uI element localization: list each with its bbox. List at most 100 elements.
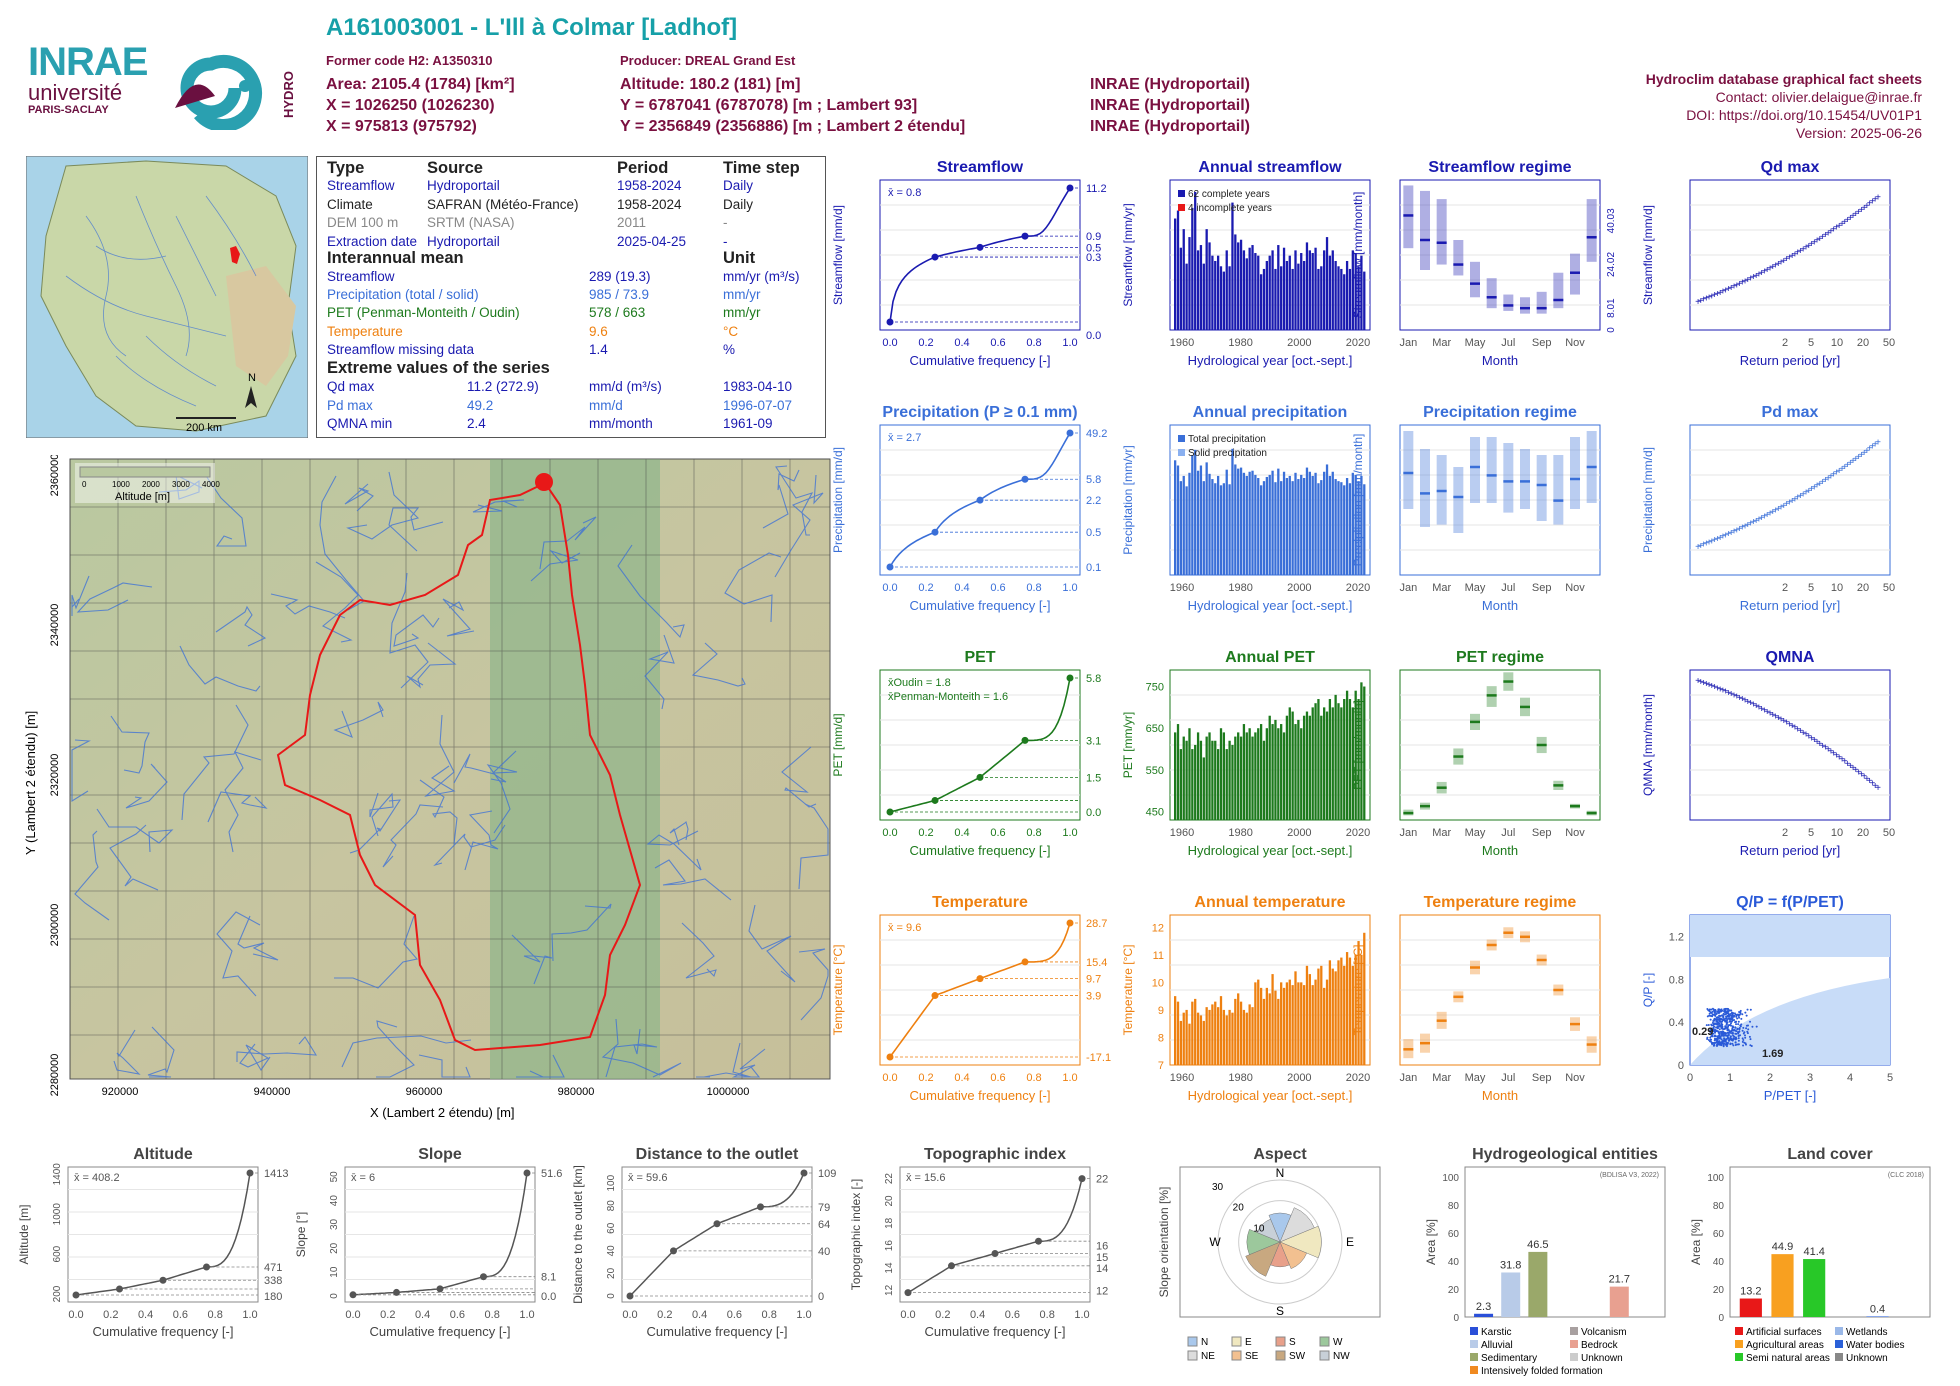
qp-point xyxy=(1738,1028,1741,1031)
right-tick: 2.2 xyxy=(1086,495,1101,507)
qp-point xyxy=(1732,1026,1735,1029)
quantile-point xyxy=(626,1292,634,1300)
legend-swatch xyxy=(1275,1336,1286,1347)
qp-point xyxy=(1711,1035,1714,1038)
y-tick: 0 xyxy=(329,1293,340,1299)
annual-bar xyxy=(1334,479,1337,575)
mean-label-2: x̄Penman-Monteith = 1.6 xyxy=(888,691,1008,703)
return-point: + xyxy=(1820,232,1826,243)
x-tick: Sep xyxy=(1532,827,1552,839)
qp-point xyxy=(1744,1036,1747,1039)
river-line xyxy=(551,903,612,962)
return-point: + xyxy=(1714,534,1720,545)
annual-bar xyxy=(1222,271,1226,330)
qp-point xyxy=(1718,1032,1721,1035)
return-point: + xyxy=(1817,739,1823,750)
return-point: + xyxy=(1748,698,1754,709)
chart-title: Annual PET xyxy=(1225,649,1315,666)
x-tick: 2 xyxy=(1767,1072,1773,1084)
y-tick: 60 xyxy=(1713,1229,1725,1240)
right-tick: 51.6 xyxy=(541,1168,562,1180)
annual-bar xyxy=(1328,699,1332,820)
qp-point xyxy=(1725,1017,1728,1020)
return-point: + xyxy=(1809,733,1815,744)
x-axis-label: Hydrological year [oct.-sept.] xyxy=(1188,598,1353,613)
annual-bar xyxy=(1274,719,1277,820)
annual-bar xyxy=(1360,682,1363,820)
return-point: + xyxy=(1756,514,1762,525)
x-tick: 1960 xyxy=(1170,582,1194,594)
annual-bar xyxy=(1314,472,1317,575)
chart-title: Temperature xyxy=(932,894,1028,911)
x-axis-label: Cumulative frequency [-] xyxy=(370,1324,511,1339)
annual-bar xyxy=(1237,993,1240,1065)
annual-bar xyxy=(1323,250,1326,330)
annual-bar xyxy=(1291,268,1294,330)
river-line xyxy=(453,753,507,784)
return-point: + xyxy=(1858,770,1864,781)
info-row-step: - xyxy=(723,233,728,249)
info-row-source: Hydroportail xyxy=(427,178,500,193)
y-axis-label: Topographic index [-] xyxy=(849,1179,863,1290)
annual-bar xyxy=(1363,686,1366,820)
qp-point xyxy=(1734,1026,1737,1029)
annual-bar xyxy=(1325,464,1329,575)
return-point: + xyxy=(1709,536,1715,547)
river-line xyxy=(424,714,456,797)
right-tick: 0.5 xyxy=(1086,527,1101,539)
y-tick: 18 xyxy=(884,1217,895,1229)
chart-title: Precipitation regime xyxy=(1423,404,1577,421)
return-point: + xyxy=(1759,268,1765,279)
return-point: + xyxy=(1728,528,1734,539)
x-axis-label: Return period [yr] xyxy=(1740,843,1840,858)
x-tick: 1980 xyxy=(1228,1072,1252,1084)
qp-point xyxy=(1735,1020,1738,1023)
mean-label: Streamflow missing data xyxy=(327,341,475,357)
chart-title: PET regime xyxy=(1456,649,1544,666)
return-point: + xyxy=(1789,721,1795,732)
river-line xyxy=(798,948,829,1021)
river-line xyxy=(382,804,444,868)
x-tick: 0.4 xyxy=(138,1309,153,1321)
qp-point xyxy=(1714,1028,1717,1031)
qp-point xyxy=(1731,1042,1734,1045)
river-line xyxy=(125,763,168,809)
map-xtick: 920000 xyxy=(102,1086,139,1098)
x-tick: Jan xyxy=(1399,582,1417,594)
annual-bar xyxy=(1234,736,1237,820)
quantile-point xyxy=(523,1169,531,1177)
legend-label: N xyxy=(1201,1337,1208,1348)
doi[interactable]: DOI: https://doi.org/10.15454/UV01P1 xyxy=(1686,107,1922,123)
x-tick: 0.2 xyxy=(380,1309,395,1321)
qp-point xyxy=(1733,1012,1736,1015)
chart-title: Qd max xyxy=(1761,159,1820,176)
annual-bar xyxy=(1251,1007,1254,1065)
return-point: + xyxy=(1753,271,1759,282)
river-line xyxy=(530,549,581,582)
river-line xyxy=(179,645,261,692)
annual-bar xyxy=(1222,483,1226,575)
annual-bar xyxy=(1328,255,1332,330)
right-tick: 471 xyxy=(264,1262,282,1274)
qp-point xyxy=(1719,1025,1722,1028)
contact[interactable]: Contact: olivier.delaigue@inrae.fr xyxy=(1715,89,1922,105)
x-axis-label: Month xyxy=(1482,598,1518,613)
x-tick: Sep xyxy=(1532,582,1552,594)
return-point: + xyxy=(1775,713,1781,724)
source-3: INRAE (Hydroportail) xyxy=(1090,118,1250,135)
annual-bar xyxy=(1323,987,1326,1065)
annual-bar xyxy=(1360,954,1363,1065)
mean-unit: mm/yr xyxy=(723,287,761,303)
annual-bar xyxy=(1259,274,1263,330)
return-point: + xyxy=(1778,714,1784,725)
annual-bar xyxy=(1308,974,1311,1065)
x-tick: 2020 xyxy=(1346,827,1370,839)
annual-bar xyxy=(1182,736,1185,820)
return-point: + xyxy=(1800,728,1806,739)
return-point: + xyxy=(1695,676,1701,687)
legend-swatch xyxy=(1470,1327,1478,1335)
qp-point xyxy=(1710,1023,1713,1026)
annual-bar xyxy=(1274,482,1277,575)
right-tick: 0.9 xyxy=(1086,231,1101,243)
